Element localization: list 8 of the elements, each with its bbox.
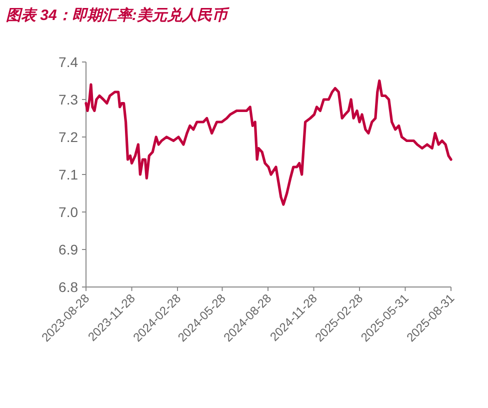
title: 图表 34：即期汇率:美元兑人民币	[6, 7, 227, 24]
y-tick-label: 7.3	[58, 92, 78, 108]
y-tick-label: 6.8	[58, 279, 78, 295]
y-tick-label: 7.4	[58, 54, 78, 70]
y-tick-label: 7.2	[58, 129, 78, 145]
y-tick-label: 6.9	[58, 242, 78, 258]
y-tick-label: 7.1	[58, 166, 78, 182]
y-tick-label: 7.0	[58, 204, 78, 220]
